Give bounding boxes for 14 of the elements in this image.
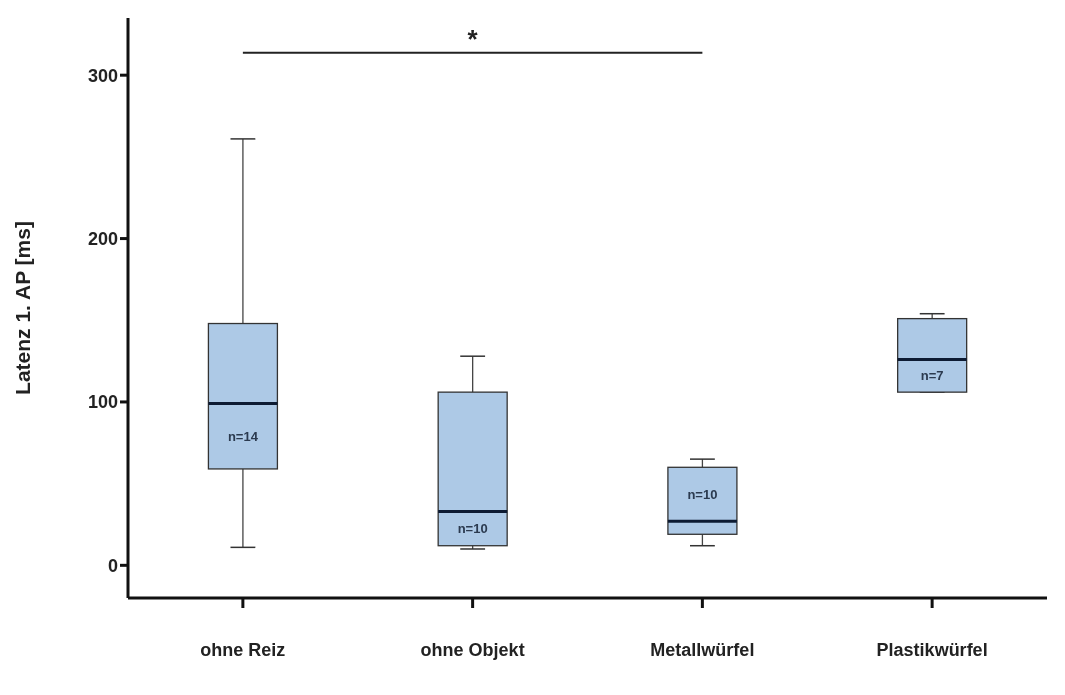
annotation: n=10 [687, 486, 718, 502]
annotation: n=10 [457, 521, 488, 537]
y-tick-label: 300 [87, 65, 118, 86]
annotation: n=14 [227, 428, 259, 444]
annotation: n=7 [920, 368, 944, 384]
annotation: * [467, 23, 479, 54]
y-tick-label: 100 [87, 392, 118, 413]
y-tick-label: 0 [107, 555, 118, 576]
x-tick-label: ohne Reiz [200, 639, 286, 660]
y-tick-label: 200 [87, 228, 118, 249]
x-tick-label: ohne Objekt [420, 639, 525, 660]
x-tick-label: Metallwürfel [650, 639, 755, 660]
y-axis-title: Latenz 1. AP [ms] [11, 221, 35, 395]
x-tick-label: Plastikwürfel [876, 639, 988, 660]
